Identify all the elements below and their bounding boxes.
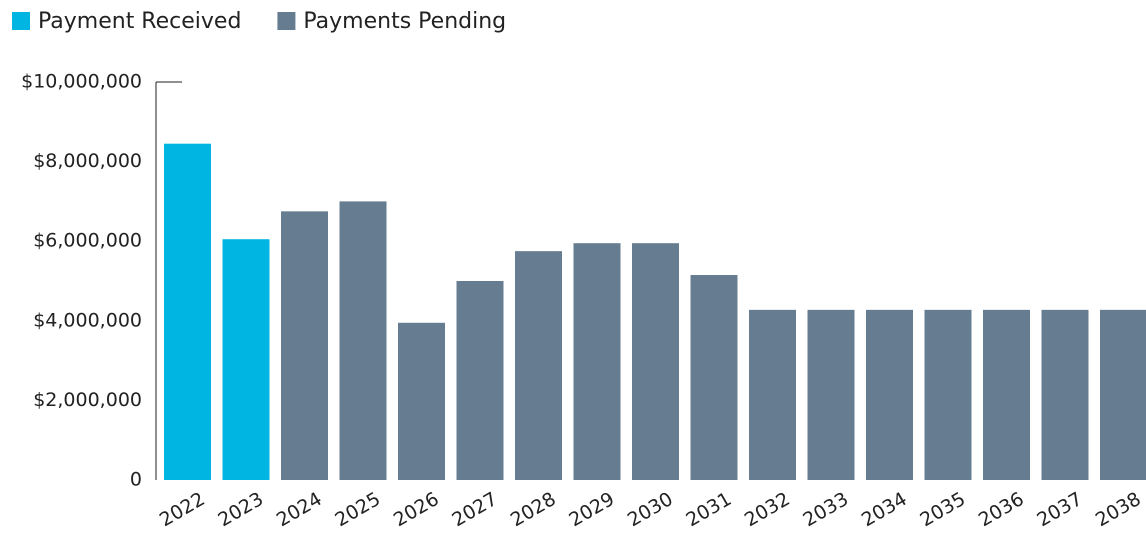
x-tick-label: 2030: [624, 488, 677, 531]
legend-swatch: [12, 12, 30, 30]
x-tick-label: 2025: [331, 488, 384, 531]
bar: [983, 309, 1030, 480]
y-tick-label: $6,000,000: [33, 230, 142, 252]
bar: [807, 309, 855, 480]
legend-label: Payment Received: [38, 9, 241, 34]
x-tick-label: 2034: [858, 488, 911, 531]
y-tick-label: $2,000,000: [33, 389, 142, 411]
x-tick-label: 2033: [799, 488, 852, 531]
y-tick-label: $4,000,000: [33, 309, 142, 331]
x-tick-label: 2028: [507, 488, 560, 531]
bar: [339, 201, 387, 480]
bar: [632, 243, 679, 480]
bar: [866, 309, 913, 480]
bar: [1100, 309, 1146, 480]
legend-swatch: [277, 12, 296, 30]
x-tick-label: 2024: [273, 488, 326, 531]
x-tick-label: 2026: [390, 488, 443, 531]
bar: [456, 281, 504, 480]
x-tick-label: 2022: [156, 488, 209, 531]
bar: [222, 239, 270, 480]
x-tick-label: 2035: [916, 488, 969, 531]
x-tick-label: 2036: [975, 488, 1028, 531]
y-tick-label: $10,000,000: [21, 71, 142, 93]
x-tick-label: 2029: [565, 488, 618, 531]
bar: [398, 322, 445, 480]
legend-label: Payments Pending: [303, 9, 506, 34]
bar: [164, 143, 211, 480]
y-tick-label: $8,000,000: [33, 150, 142, 172]
x-tick-label: 2027: [448, 488, 501, 531]
x-tick-label: 2032: [741, 488, 794, 531]
bar: [749, 309, 796, 480]
bar: [924, 309, 972, 480]
bar: [573, 243, 621, 480]
bar: [1041, 309, 1089, 480]
x-tick-label: 2038: [1092, 488, 1145, 531]
x-tick-label: 2037: [1033, 488, 1086, 531]
x-tick-label: 2023: [214, 488, 267, 531]
bar: [515, 251, 562, 480]
x-tick-label: 2031: [682, 488, 735, 531]
bar: [281, 211, 328, 480]
bar: [690, 275, 738, 480]
y-tick-label: 0: [130, 469, 142, 491]
